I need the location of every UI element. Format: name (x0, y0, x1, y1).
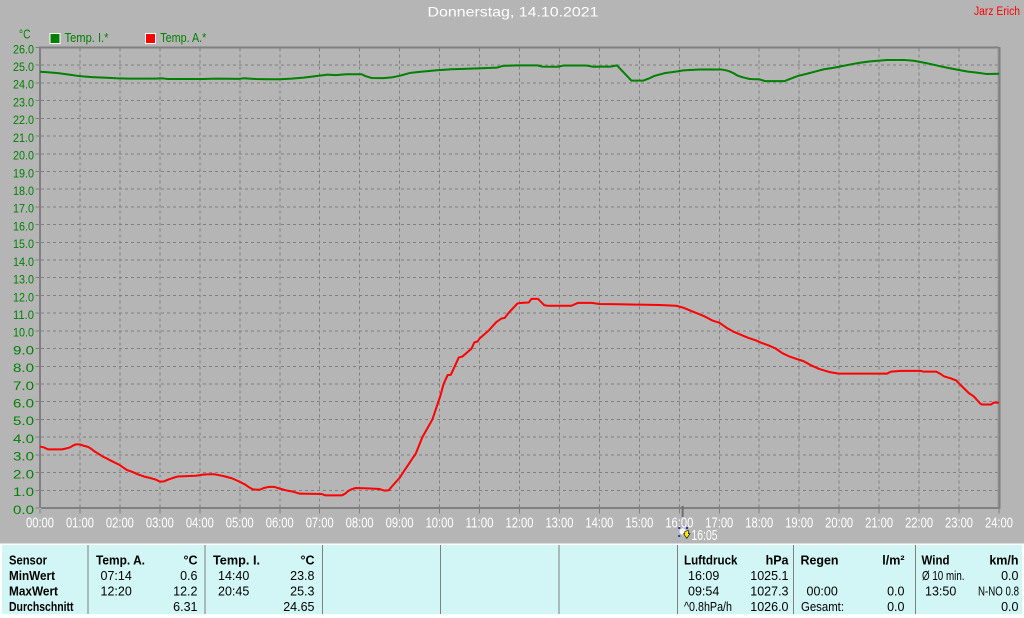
svg-text:3.0: 3.0 (13, 452, 34, 464)
svg-text:l/m²: l/m² (882, 553, 904, 567)
svg-text:21.0: 21.0 (13, 133, 34, 145)
svg-text:15:00: 15:00 (625, 516, 653, 532)
svg-text:13.0: 13.0 (13, 275, 34, 287)
svg-text:Temp. A.: Temp. A. (96, 553, 145, 567)
svg-text:00:00: 00:00 (26, 516, 54, 532)
svg-text:09:54: 09:54 (688, 585, 719, 599)
svg-text:08:00: 08:00 (346, 516, 374, 532)
svg-text:12.0: 12.0 (13, 292, 34, 304)
svg-text:17:00: 17:00 (705, 516, 733, 532)
svg-text:20:00: 20:00 (825, 516, 853, 532)
svg-text:Sensor: Sensor (9, 553, 47, 567)
svg-text:00:00: 00:00 (807, 585, 838, 599)
svg-text:Temp. I.: Temp. I. (213, 553, 260, 567)
svg-text:16:00: 16:00 (665, 516, 693, 532)
svg-text:9.0: 9.0 (13, 345, 34, 357)
svg-text:14.0: 14.0 (13, 257, 34, 269)
svg-text:01:00: 01:00 (66, 516, 94, 532)
svg-text:Temp. I.*: Temp. I.* (65, 30, 109, 45)
svg-text:Wind: Wind (922, 553, 950, 567)
svg-text:0.0: 0.0 (1001, 600, 1018, 614)
svg-text:22.0: 22.0 (13, 115, 34, 127)
svg-text:23.8: 23.8 (290, 569, 314, 583)
svg-text:°C: °C (300, 553, 314, 567)
svg-text:hPa: hPa (766, 553, 790, 567)
svg-text:16:09: 16:09 (688, 569, 719, 583)
svg-text:Ø 10 min.: Ø 10 min. (922, 569, 965, 583)
svg-text:15.0: 15.0 (13, 239, 34, 251)
svg-text:8.0: 8.0 (13, 363, 34, 375)
svg-text:Donnerstag, 14.10.2021: Donnerstag, 14.10.2021 (428, 5, 599, 20)
svg-text:23.0: 23.0 (13, 97, 34, 109)
svg-text:6.31: 6.31 (173, 600, 197, 614)
svg-text:12:20: 12:20 (101, 585, 132, 599)
svg-text:24.0: 24.0 (13, 80, 34, 92)
svg-text:12:00: 12:00 (506, 516, 534, 532)
svg-text:09:00: 09:00 (386, 516, 414, 532)
svg-text:0.0: 0.0 (887, 585, 904, 599)
svg-text:Temp. A.*: Temp. A.* (160, 30, 206, 45)
svg-text:10:00: 10:00 (426, 516, 454, 532)
svg-text:1026.0: 1026.0 (750, 600, 788, 614)
svg-text:19.0: 19.0 (13, 168, 34, 180)
svg-text:26.0: 26.0 (13, 44, 34, 56)
svg-text:06:00: 06:00 (266, 516, 294, 532)
svg-text:07:14: 07:14 (101, 569, 132, 583)
svg-text:2.0: 2.0 (13, 469, 34, 481)
svg-text:Regen: Regen (801, 553, 839, 567)
svg-text:24:00: 24:00 (985, 516, 1013, 532)
svg-text:MinWert: MinWert (9, 569, 56, 583)
svg-text:02:00: 02:00 (106, 516, 134, 532)
svg-text:11.0: 11.0 (13, 310, 34, 322)
svg-text:07:00: 07:00 (306, 516, 334, 532)
svg-text:0.0: 0.0 (887, 600, 904, 614)
svg-text:19:00: 19:00 (785, 516, 813, 532)
svg-text:N-NO 0.8: N-NO 0.8 (978, 585, 1019, 599)
svg-text:7.0: 7.0 (13, 381, 34, 393)
svg-text:20:45: 20:45 (218, 585, 249, 599)
svg-text:25.3: 25.3 (290, 585, 314, 599)
svg-text:1027.3: 1027.3 (750, 585, 788, 599)
svg-text:5.0: 5.0 (13, 416, 34, 428)
svg-text:21:00: 21:00 (865, 516, 893, 532)
svg-text:km/h: km/h (989, 553, 1018, 567)
svg-text:14:40: 14:40 (218, 569, 249, 583)
svg-text:^0.8hPa/h: ^0.8hPa/h (684, 600, 732, 614)
svg-text:03:00: 03:00 (146, 516, 174, 532)
svg-text:6.0: 6.0 (13, 399, 34, 411)
svg-text:Gesamt:: Gesamt: (801, 600, 844, 614)
svg-text:16.0: 16.0 (13, 221, 34, 233)
svg-text:10.0: 10.0 (13, 328, 34, 340)
svg-text:18.0: 18.0 (13, 186, 34, 198)
svg-text:11:00: 11:00 (466, 516, 494, 532)
svg-text:Luftdruck: Luftdruck (684, 553, 738, 567)
svg-text:MaxWert: MaxWert (9, 585, 59, 599)
svg-text:4.0: 4.0 (13, 434, 34, 446)
svg-text:04:00: 04:00 (186, 516, 214, 532)
svg-text:18:00: 18:00 (745, 516, 773, 532)
svg-text:17.0: 17.0 (13, 204, 34, 216)
svg-text:12.2: 12.2 (173, 585, 197, 599)
svg-text:°C: °C (183, 553, 197, 567)
svg-text:24.65: 24.65 (283, 600, 314, 614)
svg-text:1.0: 1.0 (13, 487, 34, 499)
svg-text:14:00: 14:00 (585, 516, 613, 532)
svg-text:°C: °C (19, 28, 31, 42)
svg-text:25.0: 25.0 (13, 62, 34, 74)
svg-text:13:00: 13:00 (545, 516, 573, 532)
svg-text:13:50: 13:50 (925, 585, 956, 599)
svg-text:0.6: 0.6 (180, 569, 197, 583)
svg-text:Jarz Erich: Jarz Erich (974, 6, 1020, 18)
svg-text:0.0: 0.0 (13, 505, 34, 517)
svg-text:23:00: 23:00 (945, 516, 973, 532)
svg-text:0.0: 0.0 (1001, 569, 1018, 583)
svg-text:05:00: 05:00 (226, 516, 254, 532)
svg-text:1025.1: 1025.1 (750, 569, 788, 583)
svg-text:20.0: 20.0 (13, 151, 34, 163)
svg-text:Durchschnitt: Durchschnitt (9, 600, 74, 614)
svg-text:22:00: 22:00 (905, 516, 933, 532)
svg-text:16:05: 16:05 (692, 528, 718, 544)
